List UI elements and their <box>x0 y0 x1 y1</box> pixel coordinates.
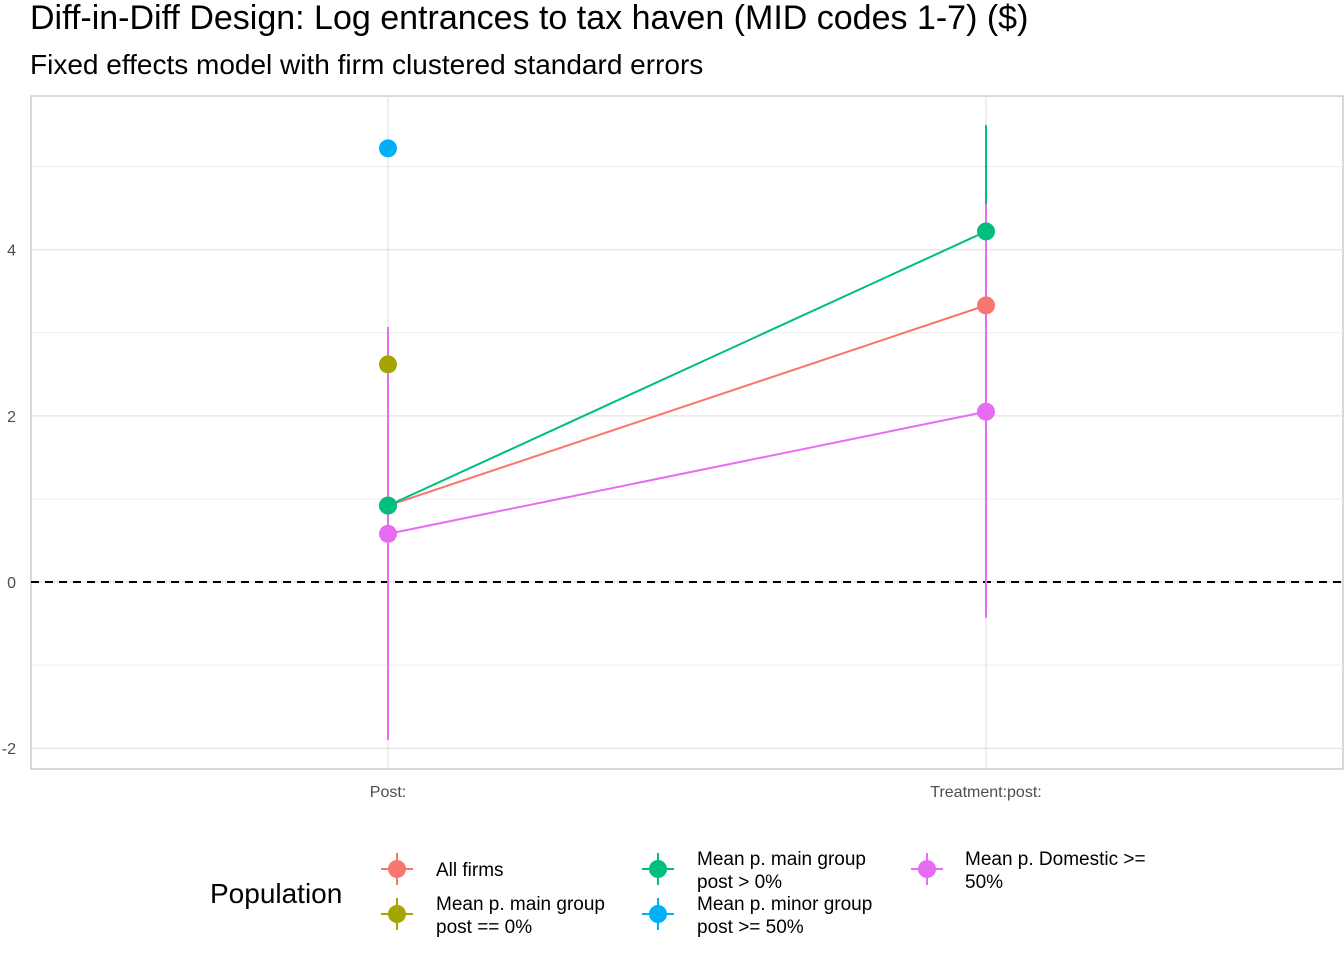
series-line <box>387 304 987 507</box>
y-tick-label: 4 <box>7 243 16 260</box>
chart-subtitle: Fixed effects model with firm clustered … <box>30 49 703 80</box>
data-point <box>379 355 397 374</box>
legend-label: 50% <box>965 872 1003 893</box>
chart-title: Diff-in-Diff Design: Log entrances to ta… <box>30 0 1028 37</box>
legend-label: Mean p. minor group <box>697 894 872 915</box>
panel-border <box>30 95 1344 770</box>
series-line <box>387 410 987 535</box>
legend-key-point <box>388 860 406 878</box>
legend-title: Population <box>210 878 342 909</box>
legend-key-point <box>918 860 936 878</box>
legend-label: Mean p. main group <box>697 849 866 870</box>
legend-label: post == 0% <box>436 917 532 938</box>
legend-label: Mean p. Domestic >= <box>965 849 1146 870</box>
data-point <box>379 524 397 543</box>
data-point <box>379 139 397 158</box>
series-line <box>387 230 987 507</box>
data-point <box>977 296 995 315</box>
y-tick-label: 2 <box>7 409 16 426</box>
legend-key-point <box>649 905 667 923</box>
x-tick-label: Treatment:post: <box>930 784 1041 801</box>
legend-key-point <box>649 860 667 878</box>
legend-label: Mean p. main group <box>436 894 605 915</box>
legend-label: post > 0% <box>697 872 782 893</box>
x-tick-label: Post: <box>370 784 406 801</box>
legend-label: post >= 50% <box>697 917 804 938</box>
data-point <box>379 496 397 515</box>
legend-label: All firms <box>436 860 504 881</box>
data-point <box>977 222 995 241</box>
data-point <box>977 402 995 421</box>
y-tick-label: -2 <box>2 741 16 758</box>
legend-key-point <box>388 905 406 923</box>
y-tick-label: 0 <box>7 575 16 592</box>
plot-area: -2 0 2 4 Post: Treatment:post: <box>2 95 1344 801</box>
